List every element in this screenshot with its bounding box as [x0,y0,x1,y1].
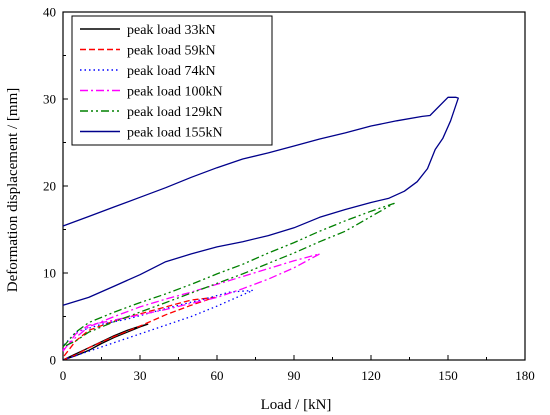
legend-label-4: peak load 100kN [127,85,223,100]
axes-layer: 0 30 60 90 120 150 180 0 10 20 30 40 [43,5,535,384]
series-line-1 [62,323,149,361]
y-tick-label: 40 [43,5,56,20]
series-line-5 [62,202,395,348]
legend-label-1: peak load 33kN [127,23,216,38]
x-tick-label: 30 [134,368,147,383]
x-tick-label: 60 [211,368,224,383]
legend-label-6: peak load 155kN [127,126,223,141]
series-line-6 [62,96,459,306]
series-line-3 [62,289,254,361]
legend: peak load 33kN peak load 59kN peak load 74… [71,15,273,146]
legend-box [71,15,273,146]
legend-label-5: peak load 129kN [127,105,223,120]
x-tick-label: 180 [515,368,535,383]
x-axis-title: Load / [kN] [261,397,332,413]
y-tick-label: 20 [43,179,56,194]
x-tick-label: 150 [438,368,458,383]
x-tick-label: 0 [60,368,67,383]
y-tick-label: 30 [43,92,56,107]
series-layer [62,96,459,361]
x-tick-label: 120 [361,368,381,383]
legend-label-3: peak load 74kN [127,64,216,79]
y-tick-label: 0 [50,353,57,368]
y-tick-label: 10 [43,266,56,281]
legend-label-2: peak load 59kN [127,44,216,59]
y-axis-title: Deformation displacement / [mm] [5,88,21,293]
x-tick-label: 90 [288,368,301,383]
series-line-4 [62,253,321,352]
